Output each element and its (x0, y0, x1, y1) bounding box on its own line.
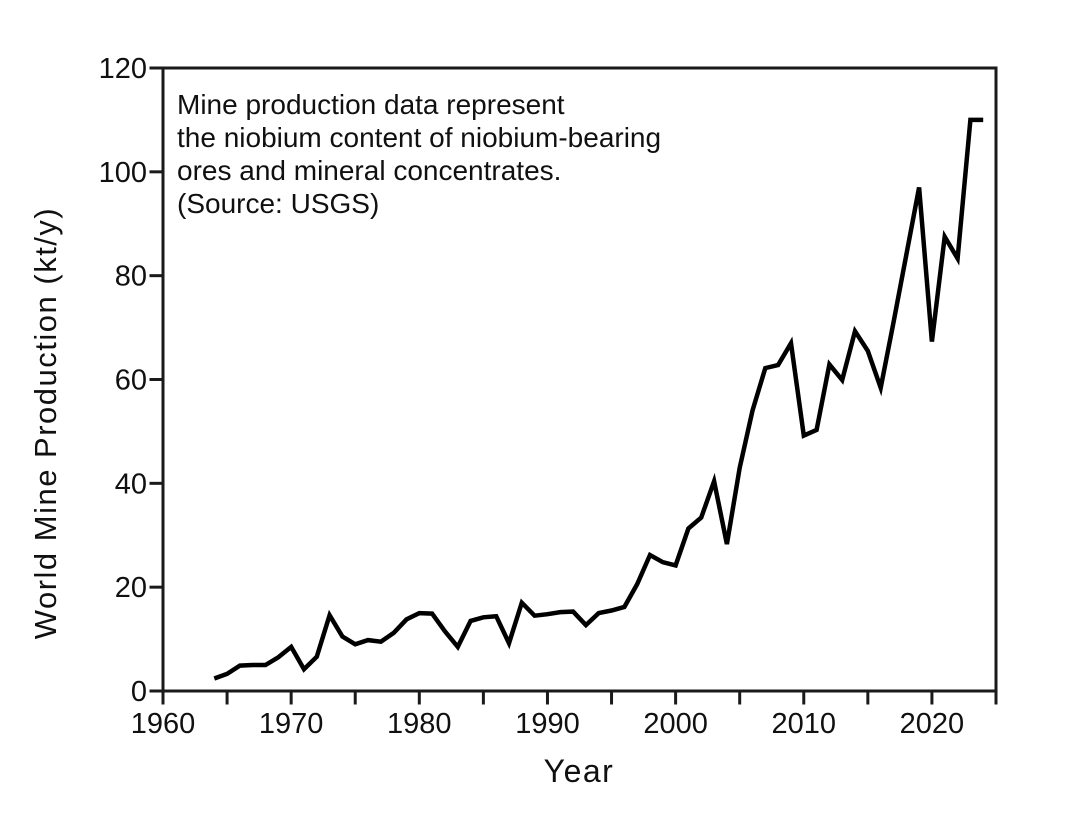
x-tick-label: 1970 (259, 708, 324, 740)
annotation-line: Mine production data represent (177, 89, 565, 120)
plot-border (161, 66, 998, 693)
x-tick-label: 1990 (515, 708, 580, 740)
annotation: Mine production data represent the niobi… (177, 88, 661, 220)
annotation-line: the niobium content of niobium-bearing (177, 122, 662, 153)
y-axis-title: World Mine Production (kt/y) (28, 206, 63, 640)
y-tick-label: 120 (99, 53, 147, 85)
y-tick-label: 40 (115, 468, 147, 500)
data-line (213, 117, 984, 681)
x-tick-label: 2010 (772, 708, 837, 740)
y-tick-label: 60 (115, 365, 147, 397)
x-tick-label: 1980 (387, 708, 452, 740)
x-tick-label: 2020 (900, 708, 965, 740)
x-tick-label: 1960 (131, 708, 196, 740)
y-tick-label: 80 (115, 261, 147, 293)
x-tick-label: 2000 (643, 708, 708, 740)
x-axis-title: Year (543, 753, 615, 789)
y-tick-label: 0 (131, 676, 147, 708)
annotation-line: (Source: USGS) (177, 188, 380, 219)
annotation-line: ores and mineral concentrates. (177, 155, 562, 186)
y-tick-label: 20 (115, 572, 147, 604)
y-tick-label: 100 (99, 157, 147, 189)
